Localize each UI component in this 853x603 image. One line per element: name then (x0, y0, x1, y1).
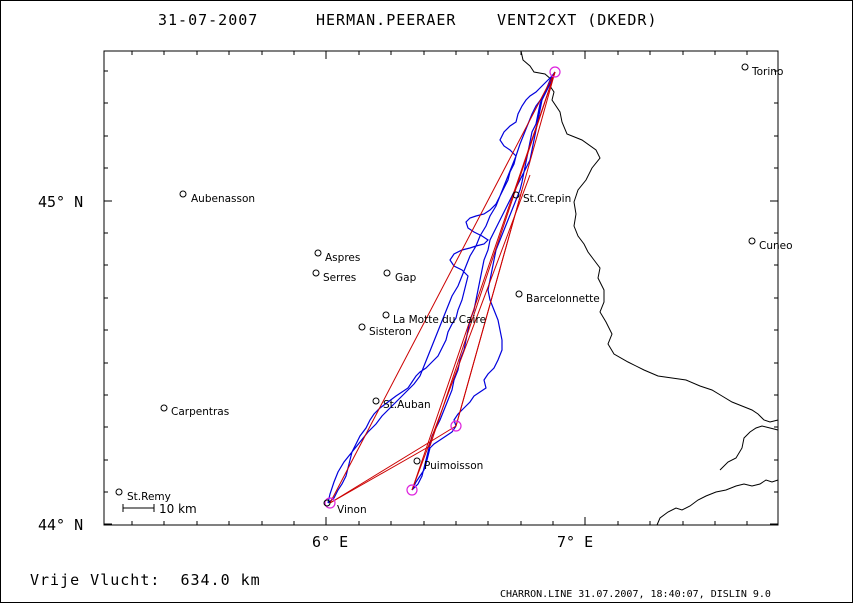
town-serres: Serres (312, 269, 356, 284)
coastline (656, 479, 779, 526)
town-torino: Torino (741, 63, 783, 78)
town-label: Cuneo (759, 240, 793, 252)
town-barcelonnette: Barcelonnette (515, 290, 600, 305)
town-aubenasson: Aubenasson (179, 190, 255, 205)
town-vinon: Vinon (323, 499, 367, 516)
lat-label-44: 44° N (38, 516, 83, 534)
town-label: Serres (323, 272, 356, 284)
plot-frame (103, 50, 779, 526)
lat-label-45: 45° N (38, 193, 83, 211)
turnpoint-east (450, 420, 462, 432)
flight-track (327, 71, 556, 504)
town-st-crepin: St.Crepin (512, 191, 571, 205)
town-label: Barcelonnette (526, 293, 600, 305)
town-label: Puimoisson (424, 460, 483, 472)
town-label: La Motte du Caire (393, 314, 486, 326)
turnpoint-south (406, 484, 418, 496)
country-border (520, 50, 779, 423)
town-label: Aubenasson (191, 193, 255, 205)
town-st-remy: St.Remy (115, 488, 171, 503)
task-lines (329, 71, 556, 504)
town-sisteron: Sisteron (358, 323, 412, 338)
town-st-auban: St.Auban (372, 397, 431, 411)
coastline-north (719, 425, 779, 471)
town-label: Carpentras (171, 406, 229, 418)
scale-bar: 10 km (122, 502, 197, 516)
town-label: Torino (751, 66, 783, 78)
town-label: Vinon (337, 504, 367, 516)
header-pilot: HERMAN.PEERAER (316, 11, 456, 29)
tick-marks (104, 51, 778, 525)
town-label: Sisteron (369, 326, 412, 338)
town-label: St.Crepin (523, 193, 571, 205)
header-date: 31-07-2007 (158, 11, 258, 29)
turnpoint-start (324, 497, 336, 509)
town-aspres: Aspres (314, 249, 360, 264)
scale-bar-label: 10 km (159, 502, 197, 516)
town-carpentras: Carpentras (160, 404, 229, 418)
town-label: St.Auban (383, 399, 431, 411)
town-label: Aspres (325, 252, 360, 264)
town-puimoisson: Puimoisson (413, 457, 483, 472)
lon-label-7: 7° E (557, 533, 593, 551)
town-cuneo: Cuneo (748, 237, 793, 252)
town-gap: Gap (383, 269, 417, 284)
town-label: Gap (395, 272, 417, 284)
header-glider: VENT2CXT (DKEDR) (497, 11, 658, 29)
turnpoint-north (549, 66, 561, 78)
flight-distance: Vrije Vlucht: 634.0 km (30, 571, 261, 589)
town-label: St.Remy (127, 491, 171, 503)
lon-label-6: 6° E (312, 533, 348, 551)
footer-credit: CHARRON.LINE 31.07.2007, 18:40:07, DISLI… (500, 589, 771, 600)
town-la-motte-du-caire: La Motte du Caire (382, 311, 486, 326)
